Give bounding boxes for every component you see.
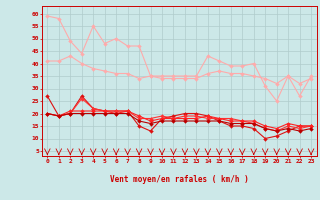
X-axis label: Vent moyen/en rafales ( km/h ): Vent moyen/en rafales ( km/h )	[110, 175, 249, 184]
